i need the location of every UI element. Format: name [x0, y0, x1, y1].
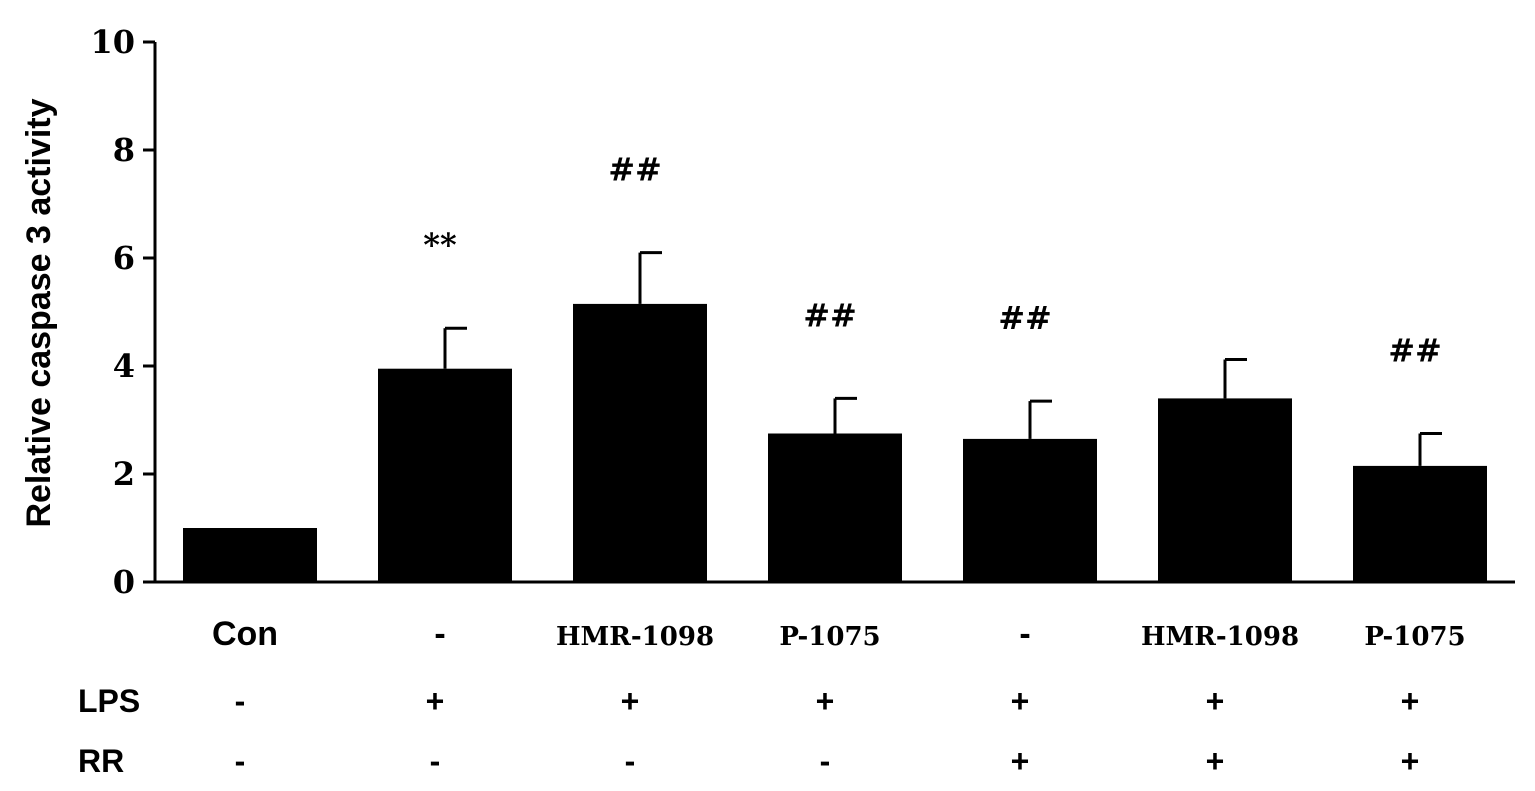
significance-label: ##	[803, 296, 857, 334]
condition-symbol: +	[1011, 683, 1030, 719]
condition-symbol: +	[426, 683, 445, 719]
category-label: HMR-1098	[556, 622, 714, 652]
significance-label: ##	[1388, 332, 1442, 370]
bars: ** ## ## ## ##	[183, 151, 1487, 582]
condition-row-label: RR	[78, 743, 124, 779]
condition-symbol: +	[1401, 683, 1420, 719]
bar	[1353, 465, 1487, 582]
condition-row-label: LPS	[78, 683, 140, 719]
condition-symbol: +	[816, 683, 835, 719]
condition-symbol: -	[235, 743, 246, 779]
condition-symbol: +	[1206, 743, 1225, 779]
y-tick-label: 6	[113, 239, 135, 277]
bar	[378, 368, 512, 582]
y-tick-label: 10	[90, 23, 135, 61]
x-axis: Con - HMR-1098 P-1075 - HMR-1098 P-1075	[155, 580, 1515, 653]
category-label: Con	[212, 615, 278, 653]
significance-label: ##	[998, 299, 1052, 337]
y-tick-label: 8	[113, 131, 135, 169]
category-label: -	[1019, 615, 1030, 653]
category-label: HMR-1098	[1141, 622, 1299, 652]
condition-symbol: -	[430, 743, 441, 779]
category-label: -	[434, 615, 445, 653]
bar	[1158, 398, 1292, 582]
y-tick-label: 2	[113, 455, 135, 493]
condition-symbol: -	[820, 743, 831, 779]
condition-symbol: +	[1401, 743, 1420, 779]
bar	[573, 303, 707, 582]
category-label: P-1075	[1364, 622, 1465, 652]
y-tick-label: 4	[113, 347, 135, 385]
condition-symbol: -	[625, 743, 636, 779]
condition-rows: LPS - + + + + + + RR - - - - + + +	[78, 683, 1419, 779]
bar	[963, 438, 1097, 582]
bar	[183, 528, 317, 582]
condition-symbol: +	[621, 683, 640, 719]
y-axis-label: Relative caspase 3 activity	[20, 98, 58, 527]
y-axis: 0 2 4 6 8 10	[90, 23, 157, 601]
bar	[768, 433, 902, 582]
y-tick-label: 0	[113, 563, 135, 601]
condition-symbol: +	[1011, 743, 1030, 779]
condition-symbol: -	[235, 683, 246, 719]
significance-label: **	[423, 226, 457, 264]
category-label: P-1075	[779, 622, 880, 652]
condition-symbol: +	[1206, 683, 1225, 719]
significance-label: ##	[608, 151, 662, 189]
